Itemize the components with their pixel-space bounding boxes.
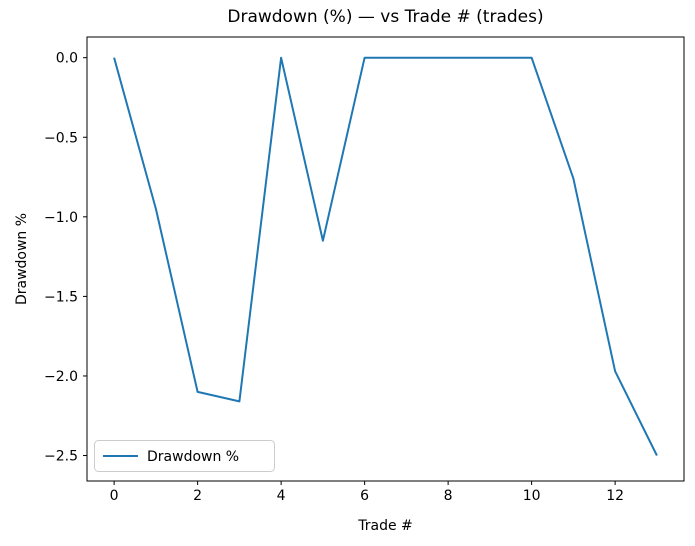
x-tick-label: 4 [277, 488, 286, 504]
legend-box [94, 440, 275, 472]
x-tick-label: 12 [606, 488, 624, 504]
y-tick-label: −1.0 [44, 210, 78, 226]
chart-title: Drawdown (%) — vs Trade # (trades) [227, 7, 544, 27]
y-tick-label: −1.5 [44, 289, 78, 305]
legend-label: Drawdown % [147, 449, 239, 465]
x-tick-label: 8 [444, 488, 453, 504]
y-axis-label: Drawdown % [14, 212, 30, 306]
x-tick-label: 6 [360, 488, 369, 504]
plot-border [86, 36, 685, 482]
y-tick-label: −2.5 [44, 449, 78, 465]
series-line [113, 56, 658, 456]
x-tick-label: 2 [193, 488, 202, 504]
x-tick-label: 0 [110, 488, 119, 504]
x-tick-label: 10 [523, 488, 541, 504]
y-tick-label: 0.0 [56, 51, 78, 67]
y-tick-label: −0.5 [44, 130, 78, 146]
x-axis-label: Trade # [358, 518, 413, 534]
legend: Drawdown % [94, 440, 275, 472]
y-tick-label: −2.0 [44, 369, 78, 385]
